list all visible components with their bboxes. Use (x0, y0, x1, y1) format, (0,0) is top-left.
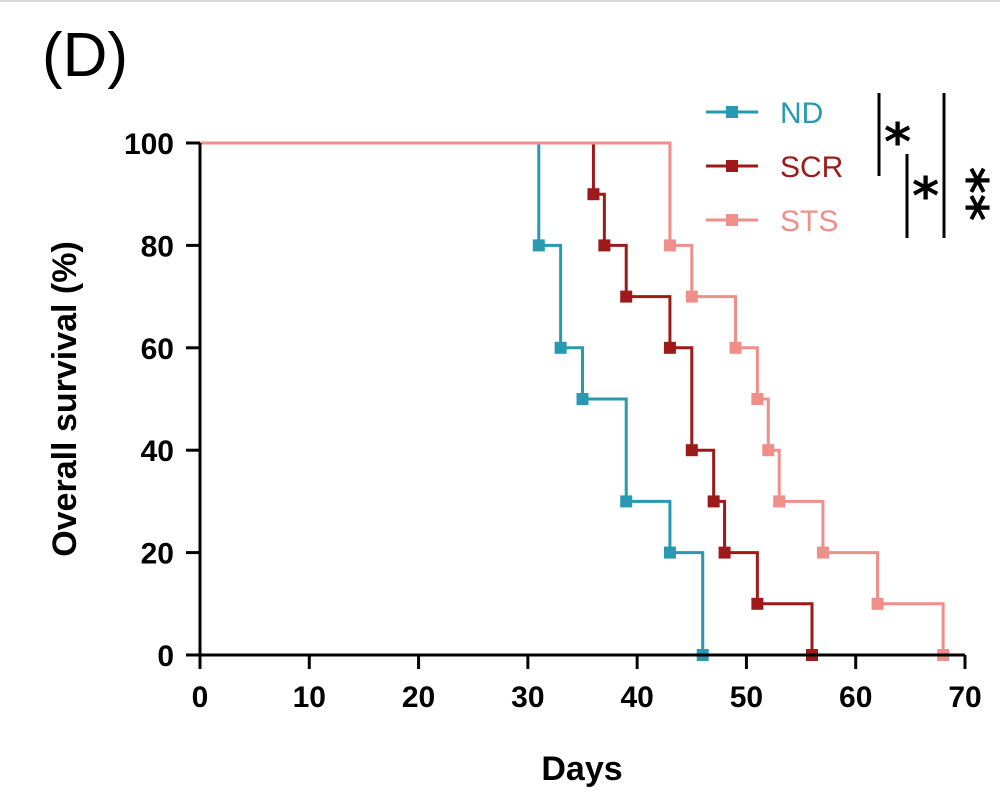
legend-label-sts: STS (780, 205, 838, 238)
data-point-scr (718, 546, 731, 559)
legend-marker-nd (726, 106, 738, 118)
legend-marker-scr (726, 160, 738, 172)
legend-label-nd: ND (780, 97, 823, 130)
legend: ND SCR STS (706, 97, 843, 238)
x-tick-label: 70 (948, 681, 981, 714)
data-point-scr (751, 597, 764, 610)
series-line-nd (200, 141, 705, 655)
data-point-scr (620, 290, 633, 303)
x-axis-ticks: 0 10 20 30 40 50 60 70 (192, 655, 982, 714)
data-point-nd (576, 393, 589, 405)
legend-label-scr: SCR (780, 151, 843, 184)
data-point-sts (816, 546, 829, 559)
data-point-nd (620, 495, 633, 508)
sig-nd-sts: ** (938, 167, 998, 221)
series-line-scr (200, 141, 814, 655)
x-tick-label: 50 (730, 681, 763, 714)
data-point-nd (663, 546, 676, 559)
x-tick-label: 20 (402, 681, 435, 714)
data-point-scr (663, 341, 676, 354)
x-tick-label: 10 (293, 681, 326, 714)
data-point-scr (707, 495, 720, 508)
data-point-scr (587, 188, 600, 201)
significance-brackets: * * ** (877, 93, 998, 238)
y-tick-label: 40 (141, 435, 174, 468)
y-tick-label: 60 (141, 333, 174, 366)
panel-label: (D) (42, 21, 128, 90)
x-tick-label: 40 (620, 681, 653, 714)
sig-scr-sts: * (912, 167, 939, 227)
data-point-nd (554, 341, 567, 354)
y-tick-label: 20 (141, 538, 174, 571)
series-line-sts (200, 141, 945, 655)
data-point-nd (532, 239, 545, 252)
data-point-sts (685, 290, 698, 303)
x-tick-label: 0 (192, 681, 209, 714)
series-layer (200, 141, 950, 661)
y-tick-label: 0 (157, 640, 174, 673)
data-point-sts (871, 597, 884, 610)
y-axis-ticks: 0 20 40 60 80 100 (124, 128, 200, 673)
y-axis-title: Overall survival (%) (46, 241, 84, 557)
data-point-sts (773, 495, 786, 508)
x-tick-label: 60 (839, 681, 872, 714)
data-point-sts (751, 393, 764, 405)
data-point-scr (598, 239, 611, 252)
plot-area: 0 10 20 30 40 50 60 70 0 20 40 60 80 100 (124, 128, 982, 714)
legend-marker-sts (726, 214, 738, 226)
data-point-sts (729, 341, 742, 354)
x-tick-label: 30 (511, 681, 544, 714)
x-axis-title: Days (541, 750, 622, 788)
y-tick-label: 100 (124, 128, 174, 161)
y-tick-label: 80 (141, 230, 174, 263)
data-point-sts (663, 239, 676, 252)
data-point-sts (762, 444, 775, 457)
data-point-scr (685, 444, 698, 457)
